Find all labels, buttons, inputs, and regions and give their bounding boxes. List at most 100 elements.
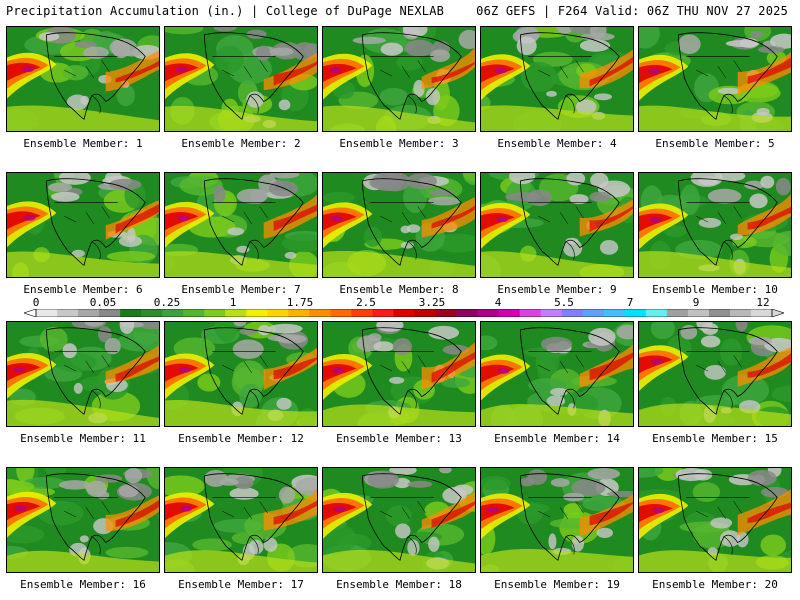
colorbar-swatch	[78, 309, 100, 317]
precipitation-map	[323, 468, 475, 572]
colorbar-tick-label: 2.5	[356, 296, 376, 309]
colorbar-swatch	[540, 309, 563, 317]
panel-label: Ensemble Member: 9	[497, 283, 617, 296]
ensemble-map-panel	[480, 172, 634, 278]
colorbar-swatch	[225, 309, 247, 317]
precipitation-map	[323, 27, 475, 131]
colorbar-tick-label: 9	[692, 296, 700, 309]
colorbar-swatch	[498, 309, 521, 317]
colorbar-tick-label: 1.75	[286, 296, 314, 309]
panel-label: Ensemble Member: 15	[652, 432, 778, 445]
precipitation-map	[323, 173, 475, 277]
colorbar-swatch	[246, 309, 268, 317]
colorbar-swatch	[624, 309, 647, 317]
precipitation-map	[639, 173, 791, 277]
panel-label: Ensemble Member: 19	[494, 578, 620, 591]
colorbar-swatch	[582, 309, 605, 317]
colorbar-swatch	[372, 309, 394, 317]
ensemble-map-panel	[6, 172, 160, 278]
colorbar-tick-label: 7	[626, 296, 634, 309]
colorbar-tick-label: 0	[32, 296, 40, 309]
colorbar-tick-label: 5.5	[554, 296, 574, 309]
ensemble-map-panel	[638, 172, 792, 278]
precipitation-map	[639, 322, 791, 426]
precipitation-map	[481, 322, 633, 426]
precipitation-map	[639, 468, 791, 572]
precipitation-map	[481, 468, 633, 572]
colorbar-swatch	[57, 309, 79, 317]
colorbar-swatch	[435, 309, 458, 317]
colorbar-swatch	[309, 309, 331, 317]
colorbar-swatch	[477, 309, 500, 317]
panel-label: Ensemble Member: 1	[23, 137, 143, 150]
ensemble-map-panel	[164, 172, 318, 278]
ensemble-map-panel	[480, 26, 634, 132]
precipitation-map	[7, 322, 159, 426]
ensemble-map-panel	[322, 26, 476, 132]
precipitation-map	[165, 322, 317, 426]
run-info: 06Z GEFS | F264 Valid: 06Z THU NOV 27 20…	[476, 4, 788, 18]
colorbar-swatch	[603, 309, 626, 317]
ensemble-map-panel	[6, 26, 160, 132]
panel-label: Ensemble Member: 10	[652, 283, 778, 296]
ensemble-map-panel	[638, 26, 792, 132]
panel-label: Ensemble Member: 13	[336, 432, 462, 445]
panel-label: Ensemble Member: 4	[497, 137, 617, 150]
ensemble-map-panel	[480, 321, 634, 427]
precipitation-map	[481, 27, 633, 131]
panel-label: Ensemble Member: 12	[178, 432, 304, 445]
precipitation-map	[323, 322, 475, 426]
panel-label: Ensemble Member: 6	[23, 283, 143, 296]
colorbar-tick-label: 0.05	[89, 296, 117, 309]
ensemble-map-panel	[322, 172, 476, 278]
panel-label: Ensemble Member: 17	[178, 578, 304, 591]
colorbar-swatch	[687, 309, 710, 317]
ensemble-map-panel	[638, 321, 792, 427]
panel-label: Ensemble Member: 11	[20, 432, 146, 445]
colorbar-swatch	[456, 309, 479, 317]
colorbar-tick-label: 3.25	[418, 296, 446, 309]
panel-label: Ensemble Member: 20	[652, 578, 778, 591]
panel-label: Ensemble Member: 8	[339, 283, 459, 296]
colorbar-tick-label: 4	[494, 296, 502, 309]
panel-label: Ensemble Member: 3	[339, 137, 459, 150]
colorbar-swatch	[183, 309, 205, 317]
colorbar-swatch	[141, 309, 163, 317]
ensemble-map-panel	[480, 467, 634, 573]
colorbar-swatch	[99, 309, 121, 317]
precipitation-map	[7, 173, 159, 277]
colorbar-swatch	[561, 309, 584, 317]
ensemble-map-panel	[638, 467, 792, 573]
colorbar-swatch	[162, 309, 184, 317]
precipitation-map	[165, 27, 317, 131]
panel-label: Ensemble Member: 2	[181, 137, 301, 150]
precipitation-map	[165, 173, 317, 277]
panel-label: Ensemble Member: 16	[20, 578, 146, 591]
precipitation-map	[7, 27, 159, 131]
colorbar-swatch	[519, 309, 542, 317]
ensemble-map-panel	[322, 467, 476, 573]
colorbar-swatch	[267, 309, 289, 317]
colorbar-swatch	[645, 309, 668, 317]
colorbar-swatch	[288, 309, 310, 317]
colorbar-swatch	[204, 309, 226, 317]
ensemble-map-panel	[164, 467, 318, 573]
precipitation-map	[7, 468, 159, 572]
colorbar-swatch	[393, 309, 416, 317]
colorbar-tick-label: 1	[229, 296, 237, 309]
panel-label: Ensemble Member: 5	[655, 137, 775, 150]
colorbar-swatch	[120, 309, 142, 317]
colorbar-swatch	[708, 309, 731, 317]
ensemble-map-panel	[164, 321, 318, 427]
ensemble-map-panel	[6, 321, 160, 427]
colorbar-swatch	[414, 309, 437, 317]
colorbar-tick-label: 12	[756, 296, 770, 309]
colorbar-tick-label: 0.25	[153, 296, 181, 309]
colorbar-left-arrow	[24, 309, 37, 317]
colorbar-swatch	[330, 309, 352, 317]
ensemble-map-panel	[6, 467, 160, 573]
page-title: Precipitation Accumulation (in.) | Colle…	[6, 4, 445, 18]
panel-label: Ensemble Member: 18	[336, 578, 462, 591]
colorbar-swatch	[750, 309, 773, 317]
ensemble-map-panel	[322, 321, 476, 427]
